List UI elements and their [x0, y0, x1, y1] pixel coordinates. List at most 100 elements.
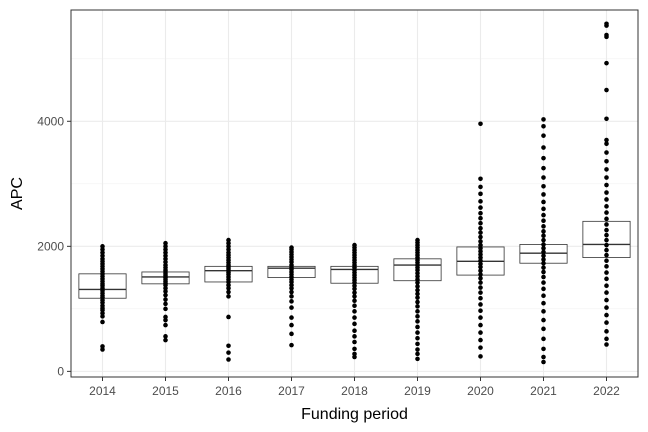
data-point-2022: [604, 116, 609, 122]
points-layer: [100, 21, 609, 365]
data-point-2020: [478, 210, 483, 216]
y-tick-label: 0: [57, 364, 64, 378]
data-point-2017: [289, 289, 294, 295]
data-point-2021: [541, 206, 546, 212]
data-point-2020: [478, 121, 483, 127]
data-point-2020: [478, 234, 483, 240]
data-point-2021: [541, 123, 546, 129]
data-point-2020: [478, 225, 483, 231]
data-point-2022: [604, 290, 609, 295]
data-point-2021: [541, 359, 546, 365]
data-point-2020: [478, 176, 483, 182]
data-point-2022: [604, 210, 609, 215]
data-point-2019: [415, 309, 420, 314]
data-point-2014: [100, 319, 105, 325]
data-point-2020: [478, 272, 483, 277]
data-point-2020: [478, 290, 483, 295]
y-tick-label: 4000: [37, 114, 64, 128]
data-point-2021: [541, 326, 546, 332]
data-point-2017: [289, 315, 294, 320]
data-point-2022: [604, 167, 609, 172]
data-point-2021: [541, 242, 546, 247]
x-tick-label: 2018: [341, 384, 368, 398]
data-point-2022: [604, 305, 609, 310]
data-point-2017: [289, 305, 294, 310]
data-point-2021: [541, 218, 546, 223]
data-point-2018: [352, 328, 357, 334]
data-point-2015: [163, 334, 168, 339]
data-point-2021: [541, 280, 546, 285]
x-tick-label: 2016: [215, 384, 242, 398]
data-point-2021: [541, 237, 546, 243]
data-point-2016: [226, 237, 231, 243]
data-point-2017: [289, 299, 294, 304]
data-point-2022: [604, 264, 609, 269]
data-point-2021: [541, 199, 546, 205]
data-point-2017: [289, 331, 294, 337]
data-point-2020: [478, 239, 483, 244]
data-point-2022: [604, 276, 609, 282]
data-point-2022: [604, 204, 609, 209]
data-point-2018: [352, 290, 357, 295]
data-point-2021: [541, 336, 546, 342]
y-axis-title: APC: [9, 177, 26, 210]
data-point-2019: [415, 287, 420, 293]
data-point-2019: [415, 347, 420, 352]
data-point-2017: [289, 322, 294, 328]
data-point-2020: [478, 275, 483, 281]
data-point-2018: [352, 351, 357, 357]
data-point-2022: [604, 237, 609, 243]
data-point-2018: [352, 294, 357, 299]
data-point-2021: [541, 175, 546, 180]
data-point-2014: [100, 244, 105, 249]
data-point-2021: [541, 155, 546, 161]
data-point-2022: [604, 242, 609, 248]
data-point-2020: [478, 268, 483, 274]
data-point-2022: [604, 342, 609, 347]
data-point-2015: [163, 292, 168, 298]
data-point-2019: [415, 295, 420, 300]
data-point-2022: [604, 175, 609, 180]
data-point-2022: [604, 227, 609, 233]
data-point-2019: [415, 356, 420, 362]
data-point-2022: [604, 137, 609, 143]
data-point-2019: [415, 299, 420, 305]
data-point-2016: [226, 314, 231, 320]
data-point-2016: [226, 294, 231, 299]
data-point-2022: [604, 247, 609, 253]
data-point-2022: [604, 270, 609, 275]
data-point-2020: [478, 280, 483, 285]
data-point-2021: [541, 184, 546, 189]
data-point-2022: [604, 141, 609, 147]
data-point-2022: [604, 182, 609, 188]
data-point-2020: [478, 322, 483, 328]
data-point-2021: [541, 229, 546, 234]
data-point-2022: [604, 216, 609, 222]
data-point-2017: [289, 294, 294, 299]
data-point-2021: [541, 346, 546, 352]
data-point-2020: [478, 315, 483, 320]
data-point-2022: [604, 222, 609, 227]
data-point-2019: [415, 335, 420, 341]
data-point-2020: [478, 330, 483, 335]
data-point-2020: [478, 308, 483, 314]
data-point-2020: [478, 345, 483, 350]
data-point-2021: [541, 257, 546, 262]
data-point-2022: [604, 312, 609, 318]
data-point-2021: [541, 233, 546, 239]
x-axis-title: Funding period: [301, 406, 408, 423]
data-point-2019: [415, 237, 420, 243]
x-tick-label: 2022: [593, 384, 620, 398]
x-tick-label: 2017: [278, 384, 305, 398]
data-point-2022: [604, 21, 609, 27]
data-point-2018: [352, 346, 357, 352]
data-point-2022: [604, 232, 609, 238]
data-point-2020: [478, 184, 483, 190]
data-point-2018: [352, 298, 357, 304]
data-point-2015: [163, 297, 168, 302]
y-tick-label: 2000: [37, 239, 64, 253]
data-point-2019: [415, 330, 420, 335]
